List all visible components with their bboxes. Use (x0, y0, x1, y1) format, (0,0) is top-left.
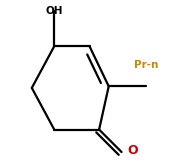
Text: O: O (127, 144, 138, 157)
Text: OH: OH (45, 6, 63, 16)
Text: Pr-n: Pr-n (134, 60, 159, 70)
